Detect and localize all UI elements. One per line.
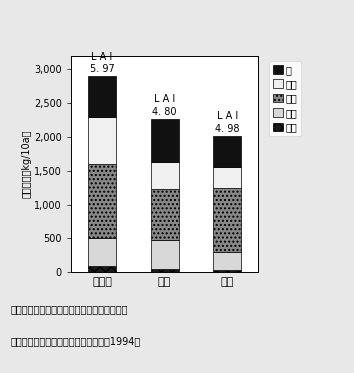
Bar	[88, 117, 116, 164]
Bar	[88, 164, 116, 238]
Bar	[150, 240, 179, 269]
Bar	[150, 162, 179, 189]
Bar	[213, 136, 241, 167]
Bar	[150, 119, 179, 162]
Text: 図３－８　品種の違いがかきの最大純生産量: 図３－８ 品種の違いがかきの最大純生産量	[11, 304, 128, 314]
Y-axis label: 純生産量（kg/10a）: 純生産量（kg/10a）	[21, 130, 31, 198]
Bar	[88, 76, 116, 117]
Text: L A I
4. 80: L A I 4. 80	[152, 94, 177, 117]
Bar	[213, 167, 241, 188]
Text: L A I
4. 98: L A I 4. 98	[215, 111, 239, 134]
Bar	[88, 238, 116, 266]
Text: L A I
5. 97: L A I 5. 97	[90, 52, 114, 74]
Bar	[88, 266, 116, 272]
Bar	[150, 269, 179, 272]
Legend: 葉, 新梢, 旧枝, 旧根, 新根: 葉, 新梢, 旧枝, 旧根, 新根	[269, 61, 301, 136]
Text: に及ぼす影響（島根農試、1994）: に及ぼす影響（島根農試、1994）	[11, 336, 141, 346]
Bar	[213, 188, 241, 252]
Bar	[150, 189, 179, 240]
Bar	[213, 270, 241, 272]
Bar	[213, 252, 241, 270]
